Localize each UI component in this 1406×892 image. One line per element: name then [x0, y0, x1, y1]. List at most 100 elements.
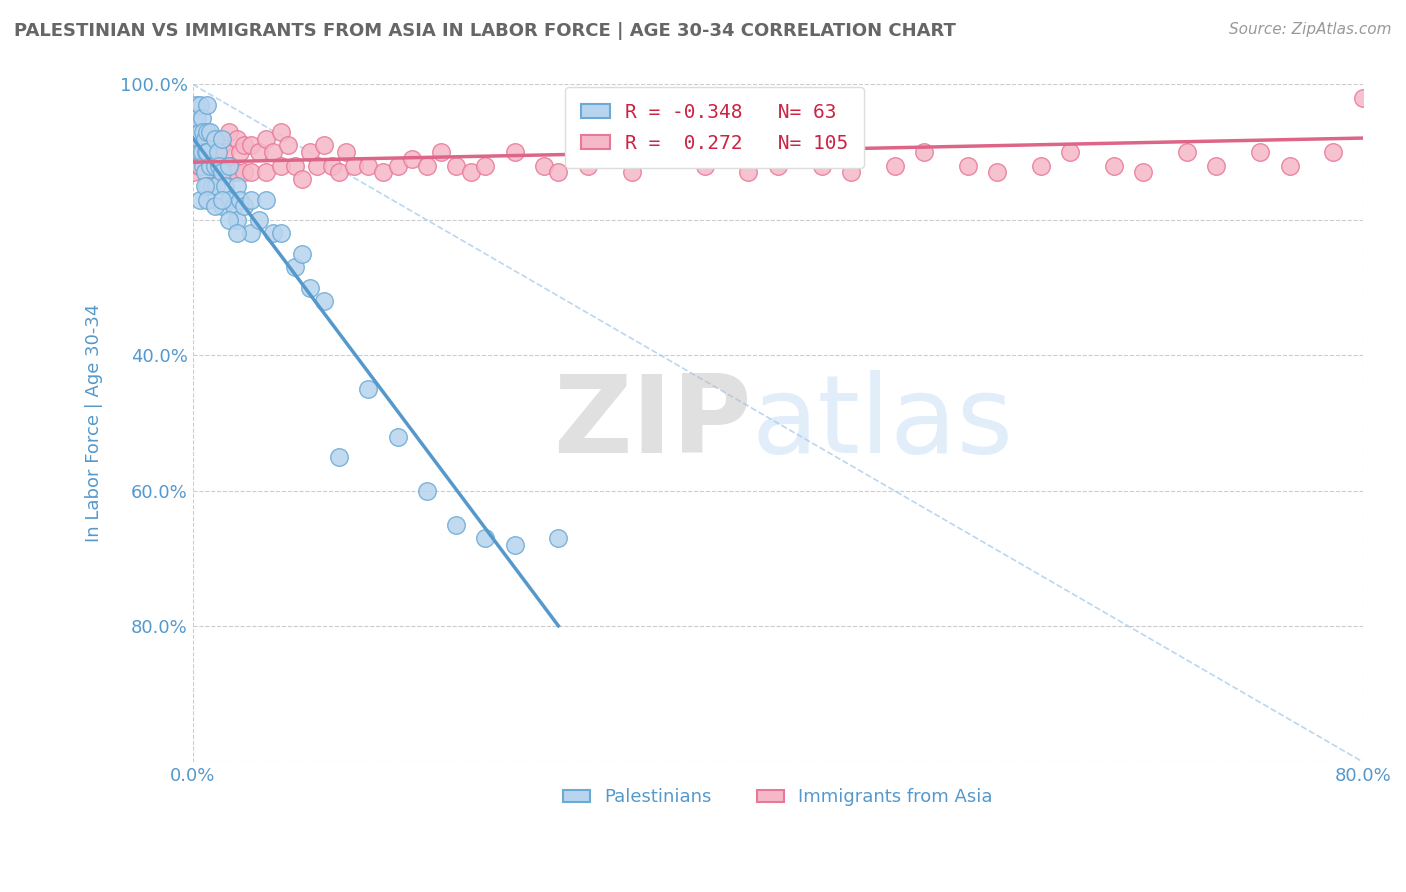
Point: [474, 159, 496, 173]
Point: [254, 165, 277, 179]
Point: [218, 193, 240, 207]
Point: [197, 97, 219, 112]
Point: [190, 138, 212, 153]
Point: [430, 145, 453, 160]
Point: [1205, 159, 1227, 173]
Point: [737, 165, 759, 179]
Point: [218, 125, 240, 139]
Point: [191, 125, 214, 139]
Point: [201, 152, 224, 166]
Point: [181, 112, 204, 126]
Point: [211, 131, 233, 145]
Point: [240, 165, 263, 179]
Point: [357, 159, 380, 173]
Point: [225, 131, 247, 145]
Text: Source: ZipAtlas.com: Source: ZipAtlas.com: [1229, 22, 1392, 37]
Point: [218, 159, 240, 173]
Point: [188, 97, 211, 112]
Point: [225, 227, 247, 241]
Point: [207, 145, 229, 160]
Point: [204, 131, 226, 145]
Point: [1395, 125, 1406, 139]
Point: [693, 159, 716, 173]
Legend: Palestinians, Immigrants from Asia: Palestinians, Immigrants from Asia: [555, 781, 1000, 814]
Point: [810, 159, 832, 173]
Point: [225, 213, 247, 227]
Point: [188, 125, 211, 139]
Point: [298, 280, 321, 294]
Point: [387, 159, 409, 173]
Point: [343, 159, 366, 173]
Point: [228, 145, 250, 160]
Point: [197, 179, 219, 194]
Point: [211, 165, 233, 179]
Point: [262, 227, 284, 241]
Point: [195, 145, 218, 160]
Point: [247, 145, 270, 160]
Point: [284, 260, 307, 275]
Point: [1102, 159, 1125, 173]
Point: [240, 227, 263, 241]
Point: [200, 138, 222, 153]
Point: [204, 199, 226, 213]
Point: [187, 159, 209, 173]
Point: [190, 112, 212, 126]
Point: [193, 138, 215, 153]
Point: [181, 145, 204, 160]
Point: [474, 531, 496, 545]
Point: [222, 199, 245, 213]
Point: [233, 138, 256, 153]
Point: [222, 165, 245, 179]
Point: [547, 165, 569, 179]
Point: [233, 165, 256, 179]
Point: [371, 165, 394, 179]
Point: [401, 152, 423, 166]
Point: [211, 193, 233, 207]
Point: [1322, 145, 1344, 160]
Point: [240, 138, 263, 153]
Point: [277, 138, 299, 153]
Point: [197, 125, 219, 139]
Point: [197, 125, 219, 139]
Text: ZIP: ZIP: [554, 370, 752, 476]
Point: [766, 159, 789, 173]
Point: [188, 159, 211, 173]
Point: [188, 145, 211, 160]
Point: [291, 172, 314, 186]
Point: [208, 159, 231, 173]
Point: [262, 145, 284, 160]
Point: [1029, 159, 1052, 173]
Point: [307, 159, 329, 173]
Point: [460, 165, 482, 179]
Point: [240, 193, 263, 207]
Point: [883, 159, 905, 173]
Point: [181, 165, 204, 179]
Point: [187, 131, 209, 145]
Point: [328, 450, 350, 464]
Point: [200, 125, 222, 139]
Point: [270, 125, 292, 139]
Point: [387, 430, 409, 444]
Point: [200, 159, 222, 173]
Point: [1351, 91, 1374, 105]
Point: [912, 145, 935, 160]
Point: [188, 193, 211, 207]
Point: [184, 131, 207, 145]
Point: [254, 131, 277, 145]
Point: [204, 131, 226, 145]
Point: [1132, 165, 1154, 179]
Point: [576, 159, 599, 173]
Point: [291, 246, 314, 260]
Point: [650, 145, 672, 160]
Point: [225, 179, 247, 194]
Point: [211, 138, 233, 153]
Point: [1175, 145, 1198, 160]
Point: [193, 165, 215, 179]
Point: [204, 159, 226, 173]
Point: [416, 159, 439, 173]
Point: [416, 483, 439, 498]
Point: [181, 131, 204, 145]
Point: [195, 159, 218, 173]
Point: [197, 145, 219, 160]
Point: [205, 179, 228, 194]
